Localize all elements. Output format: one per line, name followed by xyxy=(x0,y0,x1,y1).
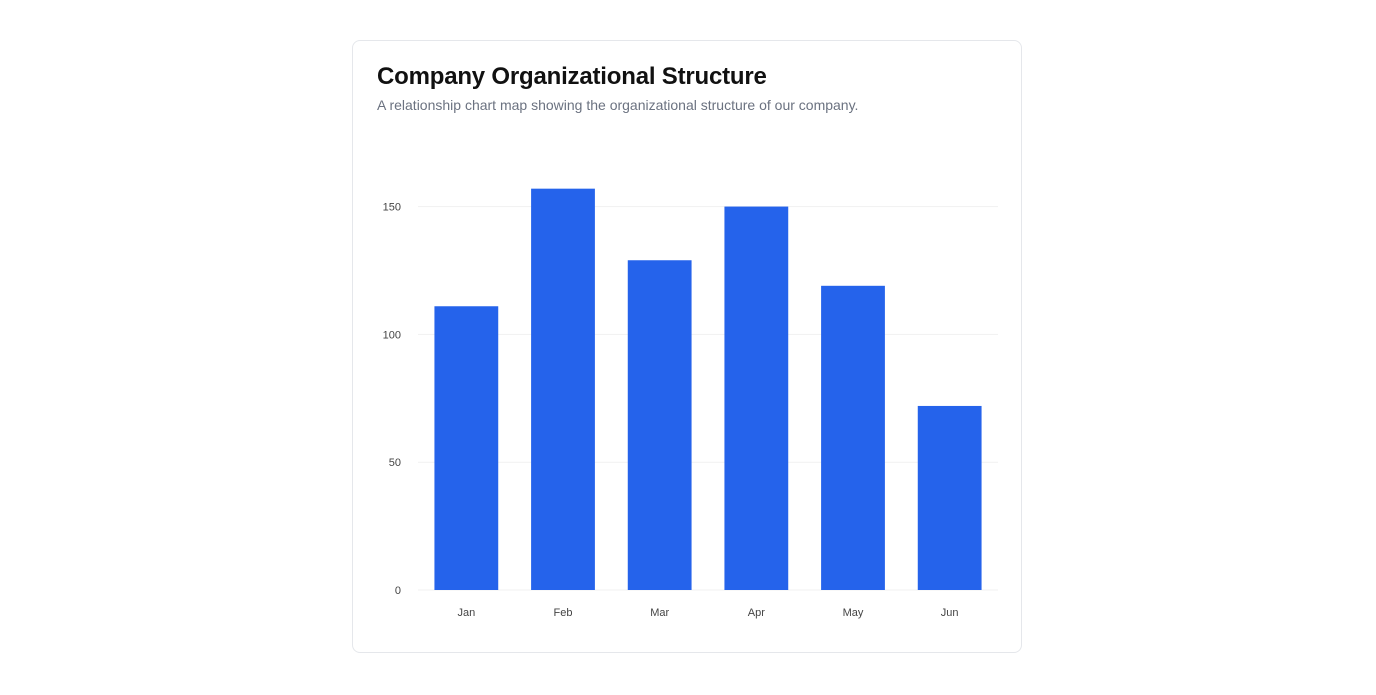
y-tick-label: 50 xyxy=(389,457,401,469)
y-tick-label: 100 xyxy=(383,329,401,341)
bar-mar[interactable] xyxy=(627,260,692,590)
bar-jun[interactable] xyxy=(917,405,982,590)
bar-may[interactable] xyxy=(821,285,885,590)
x-tick-label: Feb xyxy=(554,607,573,619)
bar-series xyxy=(434,188,982,590)
bar-apr[interactable] xyxy=(724,206,789,590)
x-tick-label: Mar xyxy=(650,607,669,619)
x-tick-label: Jan xyxy=(457,607,475,619)
bar-jan[interactable] xyxy=(434,306,499,590)
y-tick-label: 150 xyxy=(383,202,401,214)
x-axis: Jan Feb Mar Apr May Jun xyxy=(457,607,958,619)
bar-feb[interactable] xyxy=(531,188,595,590)
grid-lines xyxy=(418,206,998,591)
chart-subtitle: A relationship chart map showing the org… xyxy=(377,97,859,113)
x-tick-label: May xyxy=(843,607,864,619)
y-tick-label: 0 xyxy=(395,585,401,597)
x-tick-label: Apr xyxy=(748,607,765,619)
chart-card: Company Organizational Structure A relat… xyxy=(352,40,1022,653)
bar-chart: 0 50 100 150 Jan Feb Mar Apr May Jun xyxy=(383,188,998,619)
chart-title: Company Organizational Structure xyxy=(377,63,767,90)
x-tick-label: Jun xyxy=(941,607,959,619)
y-axis: 0 50 100 150 xyxy=(383,202,401,597)
